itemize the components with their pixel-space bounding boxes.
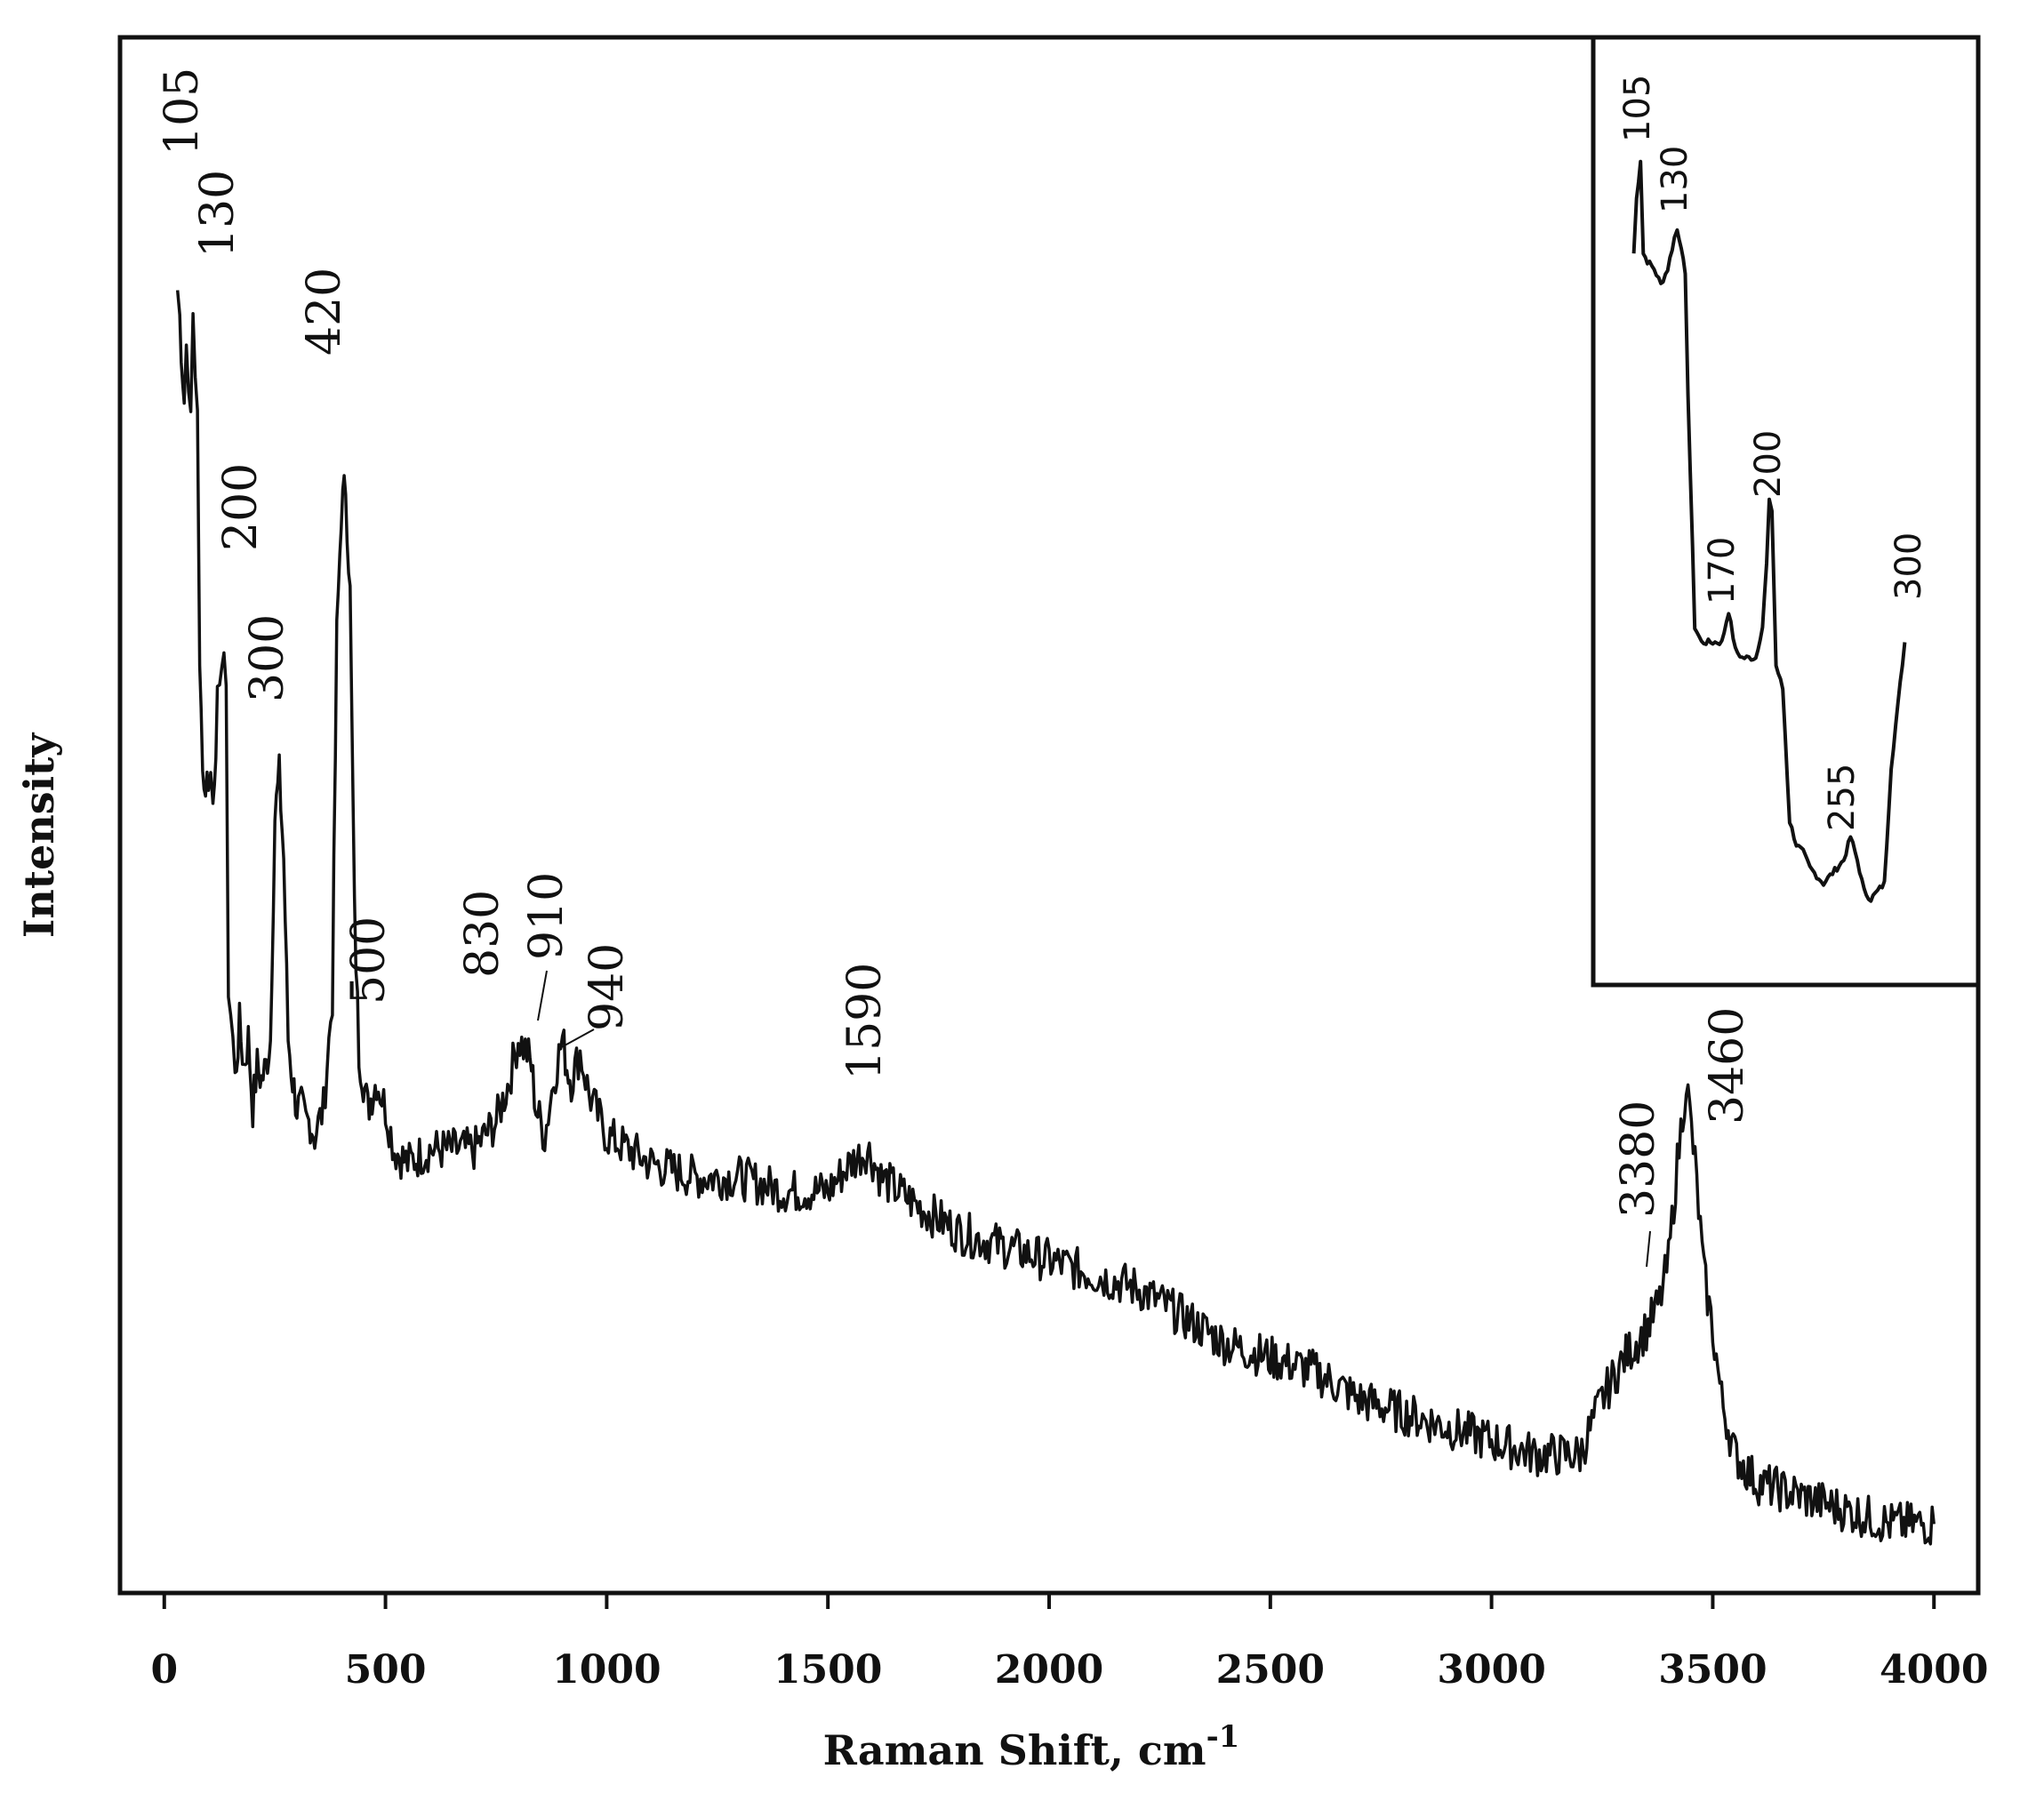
inset-peak-label: 105 xyxy=(1617,75,1658,142)
peak-leader-line xyxy=(537,970,548,1021)
peak-leader-line xyxy=(557,1029,595,1050)
x-tick-label: 500 xyxy=(345,1647,427,1693)
y-axis-title: Intensity xyxy=(15,732,63,939)
x-axis-title-superscript: -1 xyxy=(1206,1719,1240,1755)
x-tick-label: 2000 xyxy=(995,1647,1103,1693)
x-tick-label: 3000 xyxy=(1437,1647,1545,1693)
x-tick-label: 2500 xyxy=(1216,1647,1325,1693)
peak-label: 910 xyxy=(520,872,573,960)
inset-peak-label: 130 xyxy=(1655,146,1695,213)
peak-label: 200 xyxy=(214,463,268,551)
peak-label: 500 xyxy=(342,917,396,1005)
inset-spectrum-line xyxy=(1631,159,1907,903)
x-axis-title: Raman Shift, cm-1 xyxy=(823,1719,1240,1774)
x-axis: 0 500 1000 1500 2000 2500 3000 3500 4000 xyxy=(150,1593,1988,1693)
x-tick-label: 3500 xyxy=(1658,1647,1767,1693)
peak-label: 3460 xyxy=(1701,1007,1754,1125)
peak-label: 1590 xyxy=(838,963,892,1080)
peak-label: 3380 xyxy=(1612,1101,1665,1218)
peak-leader-line xyxy=(1646,1230,1651,1268)
inset-frame xyxy=(1591,35,1981,988)
peak-label: 105 xyxy=(156,68,209,156)
x-tick-label: 4000 xyxy=(1880,1647,1988,1693)
peak-label: 130 xyxy=(191,170,244,258)
inset-peak-label: 255 xyxy=(1822,764,1863,831)
main-spectrum xyxy=(175,290,1936,1546)
x-tick-label: 1500 xyxy=(774,1647,882,1693)
inset-peak-label: 170 xyxy=(1702,537,1743,604)
peak-label: 420 xyxy=(298,268,351,356)
peak-label: 940 xyxy=(581,943,634,1031)
x-tick-label: 0 xyxy=(150,1647,178,1693)
peak-label: 300 xyxy=(241,614,294,702)
inset-spectrum xyxy=(1631,159,1907,903)
x-tick-label: 1000 xyxy=(552,1647,661,1693)
inset-peak-label: 300 xyxy=(1888,532,1929,600)
inset-peak-label: 200 xyxy=(1748,430,1789,498)
spectrum-line xyxy=(175,290,1936,1546)
peak-label: 830 xyxy=(456,890,509,978)
